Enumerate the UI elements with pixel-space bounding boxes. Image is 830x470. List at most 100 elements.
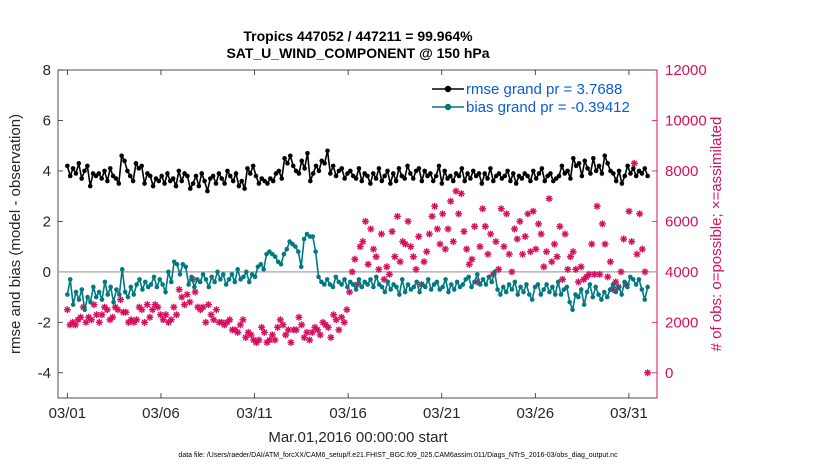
obs-point <box>548 258 556 266</box>
rmse-point <box>496 171 502 176</box>
bias-point <box>148 282 154 287</box>
bias-point <box>321 282 327 287</box>
bias-point <box>88 299 93 305</box>
rmse-point <box>65 163 70 169</box>
obs-point <box>178 293 186 301</box>
rmse-point <box>525 173 530 179</box>
bias-point <box>102 279 108 285</box>
bias-series-points <box>65 231 650 312</box>
bias-point <box>495 287 500 292</box>
rmse-point <box>385 168 390 174</box>
rmse-point <box>125 168 130 174</box>
bias-point <box>85 294 90 300</box>
rmse-point <box>542 178 548 184</box>
bias-point <box>379 284 385 290</box>
rmse-point <box>253 173 259 179</box>
obs-point <box>330 311 338 319</box>
obs-point <box>369 245 377 253</box>
bias-point <box>200 272 206 277</box>
rmse-point <box>308 178 313 184</box>
rmse-point <box>625 163 630 169</box>
rmse-point <box>596 163 602 169</box>
obs-point <box>644 369 652 377</box>
rmse-point <box>199 171 205 176</box>
obs-point <box>391 253 399 261</box>
bias-point <box>639 287 645 292</box>
y-right-tick-label: 8000 <box>665 163 698 180</box>
rmse-point <box>348 168 353 174</box>
y-axis-right: 12000 10000 8000 6000 4000 2000 0 <box>652 62 707 398</box>
obs-point <box>98 311 106 319</box>
bias-point <box>613 289 619 295</box>
obs-point <box>625 207 633 215</box>
bias-point <box>544 282 549 287</box>
bias-point <box>197 279 203 285</box>
rmse-point <box>205 188 210 194</box>
rmse-point <box>190 181 196 186</box>
bias-point <box>529 297 535 302</box>
bias-point <box>449 282 454 287</box>
obs-point <box>117 296 125 304</box>
bias-point <box>168 279 174 285</box>
rmse-point <box>416 166 422 171</box>
bias-point <box>604 294 610 300</box>
obs-point <box>324 323 332 331</box>
x-tick-label: 03/01 <box>49 405 87 422</box>
y-left-tick-label: 6 <box>43 112 51 129</box>
rmse-point <box>342 176 347 181</box>
bias-point <box>313 249 318 254</box>
rmse-point <box>588 171 593 176</box>
obs-point <box>540 263 548 271</box>
obs-point <box>180 301 188 309</box>
rmse-point <box>548 171 553 176</box>
rmse-point <box>645 173 650 179</box>
rmse-point <box>442 168 447 174</box>
obs-point <box>385 270 393 278</box>
bias-point <box>220 272 226 277</box>
bias-point <box>518 284 523 290</box>
bias-point <box>472 279 477 285</box>
rmse-point <box>402 176 407 181</box>
y-axis-right-label: # of obs: o=possible; ×=assimilated <box>708 117 725 352</box>
obs-point <box>351 255 359 263</box>
bias-point <box>111 299 116 305</box>
obs-point <box>242 333 250 341</box>
obs-point <box>260 328 268 336</box>
rmse-point <box>265 181 270 186</box>
rmse-point <box>96 171 102 176</box>
chart-title-line2: SAT_U_WIND_COMPONENT @ 150 hPa <box>226 45 489 61</box>
obs-point <box>447 197 455 205</box>
rmse-point <box>459 166 465 171</box>
bias-point <box>388 287 394 292</box>
rmse-point <box>213 181 219 186</box>
obs-point <box>537 230 545 238</box>
bias-point <box>79 287 85 292</box>
rmse-point <box>130 178 136 184</box>
bias-point <box>125 294 131 300</box>
bias-point <box>541 287 547 292</box>
rmse-point <box>485 176 490 181</box>
obs-point <box>457 190 465 198</box>
bias-point <box>209 274 215 280</box>
rmse-point <box>210 173 216 179</box>
bias-point <box>324 277 330 282</box>
bias-point <box>301 236 307 242</box>
obs-point <box>276 316 284 324</box>
bias-point <box>373 274 379 280</box>
obs-point <box>191 288 199 296</box>
bias-point <box>131 292 137 297</box>
rmse-point <box>102 168 107 174</box>
rmse-point <box>170 176 176 181</box>
obs-point <box>601 240 609 248</box>
rmse-point <box>593 168 599 174</box>
obs-point <box>505 250 513 258</box>
bias-point <box>489 279 495 285</box>
rmse-point <box>119 153 124 159</box>
bias-point <box>143 279 148 285</box>
bias-point <box>105 292 111 297</box>
rmse-point <box>502 173 508 179</box>
obs-point <box>170 303 178 311</box>
obs-point <box>172 311 180 319</box>
rmse-point <box>633 173 639 179</box>
